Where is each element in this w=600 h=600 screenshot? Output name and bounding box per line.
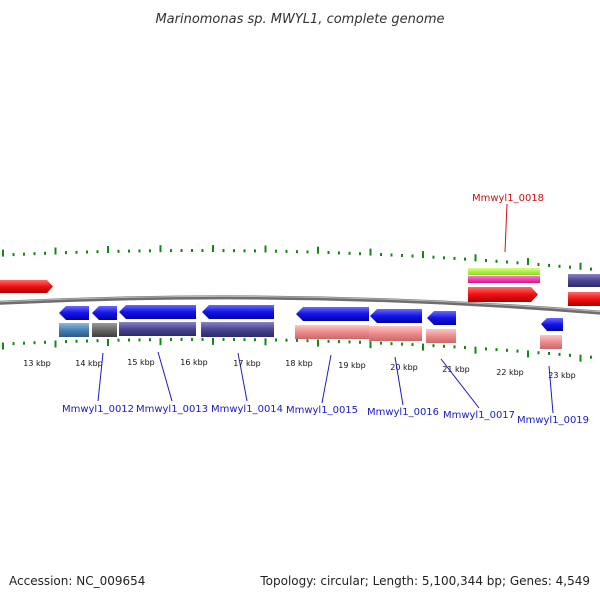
gene-mmwyl1-0013-arrow[interactable] — [119, 305, 196, 319]
gene-mmwyl1-0017-arrow[interactable] — [427, 311, 456, 325]
gene-label-mmwyl1-0017[interactable]: Mmwyl1_0017 — [443, 410, 515, 421]
leader-mmwyl1-0017 — [440, 358, 480, 409]
gene-label-mmwyl1-0019[interactable]: Mmwyl1_0019 — [517, 415, 589, 426]
scale-label-21kbp: 21 kbp — [442, 365, 470, 374]
gene-mmwyl1-0017-feature[interactable] — [426, 329, 456, 343]
gene-forward-cds[interactable] — [0, 280, 53, 293]
gene-label-mmwyl1-0018[interactable]: Mmwyl1_0018 — [472, 193, 544, 204]
leader-mmwyl1-0014 — [237, 352, 248, 402]
gene-mmwyl1-0012-arrow[interactable] — [59, 306, 89, 320]
scale-label-22kbp: 22 kbp — [496, 368, 524, 377]
gene-label-mmwyl1-0015[interactable]: Mmwyl1_0015 — [286, 405, 358, 416]
scale-label-23kbp: 23 kbp — [548, 371, 576, 380]
gene-forward-cds-edge[interactable] — [568, 292, 600, 306]
scale-label-19kbp: 19 kbp — [338, 361, 366, 370]
gene-mmwyl1-0015-arrow[interactable] — [296, 307, 369, 321]
gene-label-mmwyl1-0016[interactable]: Mmwyl1_0016 — [367, 407, 439, 418]
gene-label-mmwyl1-0013[interactable]: Mmwyl1_0013 — [136, 404, 208, 415]
genome-backbone — [0, 295, 600, 315]
gene-mmwyl1-0018[interactable] — [468, 287, 538, 302]
map-title: Marinomonas sp. MWYL1, complete genome — [155, 12, 444, 27]
gene-mmwyl1-0019-feature[interactable] — [540, 335, 562, 349]
leader-mmwyl1-0013 — [157, 351, 173, 402]
leader-mmwyl1-0015 — [321, 354, 332, 404]
gene-mmwyl1-0016-arrow[interactable] — [370, 309, 422, 323]
scale-label-13kbp: 13 kbp — [23, 359, 51, 368]
scale-label-17kbp: 17 kbp — [233, 359, 261, 368]
genome-summary-text: Topology: circular; Length: 5,100,344 bp… — [259, 574, 590, 588]
gene-mmwyl1-0013-feature[interactable] — [119, 322, 196, 336]
gene-mmwyl1-0014-arrow[interactable] — [202, 305, 274, 319]
scale-labels: 13 kbp 14 kbp 15 kbp 16 kbp 17 kbp 18 kb… — [23, 358, 576, 380]
scale-label-14kbp: 14 kbp — [75, 359, 103, 368]
gene-mmwyl1-0018-feature-magenta[interactable] — [468, 276, 540, 283]
scale-label-18kbp: 18 kbp — [285, 359, 313, 368]
gene-mmwyl1-0015-feature[interactable] — [295, 325, 369, 339]
gene-mmwyl1-0016-feature[interactable] — [369, 326, 422, 341]
gene-mmwyl1-0018-feature-lime[interactable] — [468, 268, 540, 275]
tick-track-inner — [2, 337, 592, 362]
leader-mmwyl1-0019 — [548, 365, 554, 414]
scale-label-16kbp: 16 kbp — [180, 358, 208, 367]
gene-label-mmwyl1-0012[interactable]: Mmwyl1_0012 — [62, 404, 134, 415]
leader-mmwyl1-0012 — [97, 352, 104, 402]
scale-label-15kbp: 15 kbp — [127, 358, 155, 367]
gene-feature-gray[interactable] — [92, 323, 117, 337]
gene-mmwyl1-0012-feature[interactable] — [59, 323, 89, 337]
gene-forward-feature-slate[interactable] — [568, 274, 600, 287]
scale-label-20kbp: 20 kbp — [390, 363, 418, 372]
tick-track-outer — [2, 245, 592, 271]
accession-text: Accession: NC_009654 — [9, 574, 145, 588]
gene-reverse-cds-small[interactable] — [92, 306, 117, 320]
label-leaders — [97, 203, 554, 414]
gene-mmwyl1-0019-arrow[interactable] — [541, 318, 563, 331]
leader-mmwyl1-0016 — [394, 356, 404, 406]
gene-label-mmwyl1-0014[interactable]: Mmwyl1_0014 — [211, 404, 283, 415]
leader-mmwyl1-0018 — [504, 203, 508, 253]
gene-mmwyl1-0014-feature[interactable] — [201, 322, 274, 337]
